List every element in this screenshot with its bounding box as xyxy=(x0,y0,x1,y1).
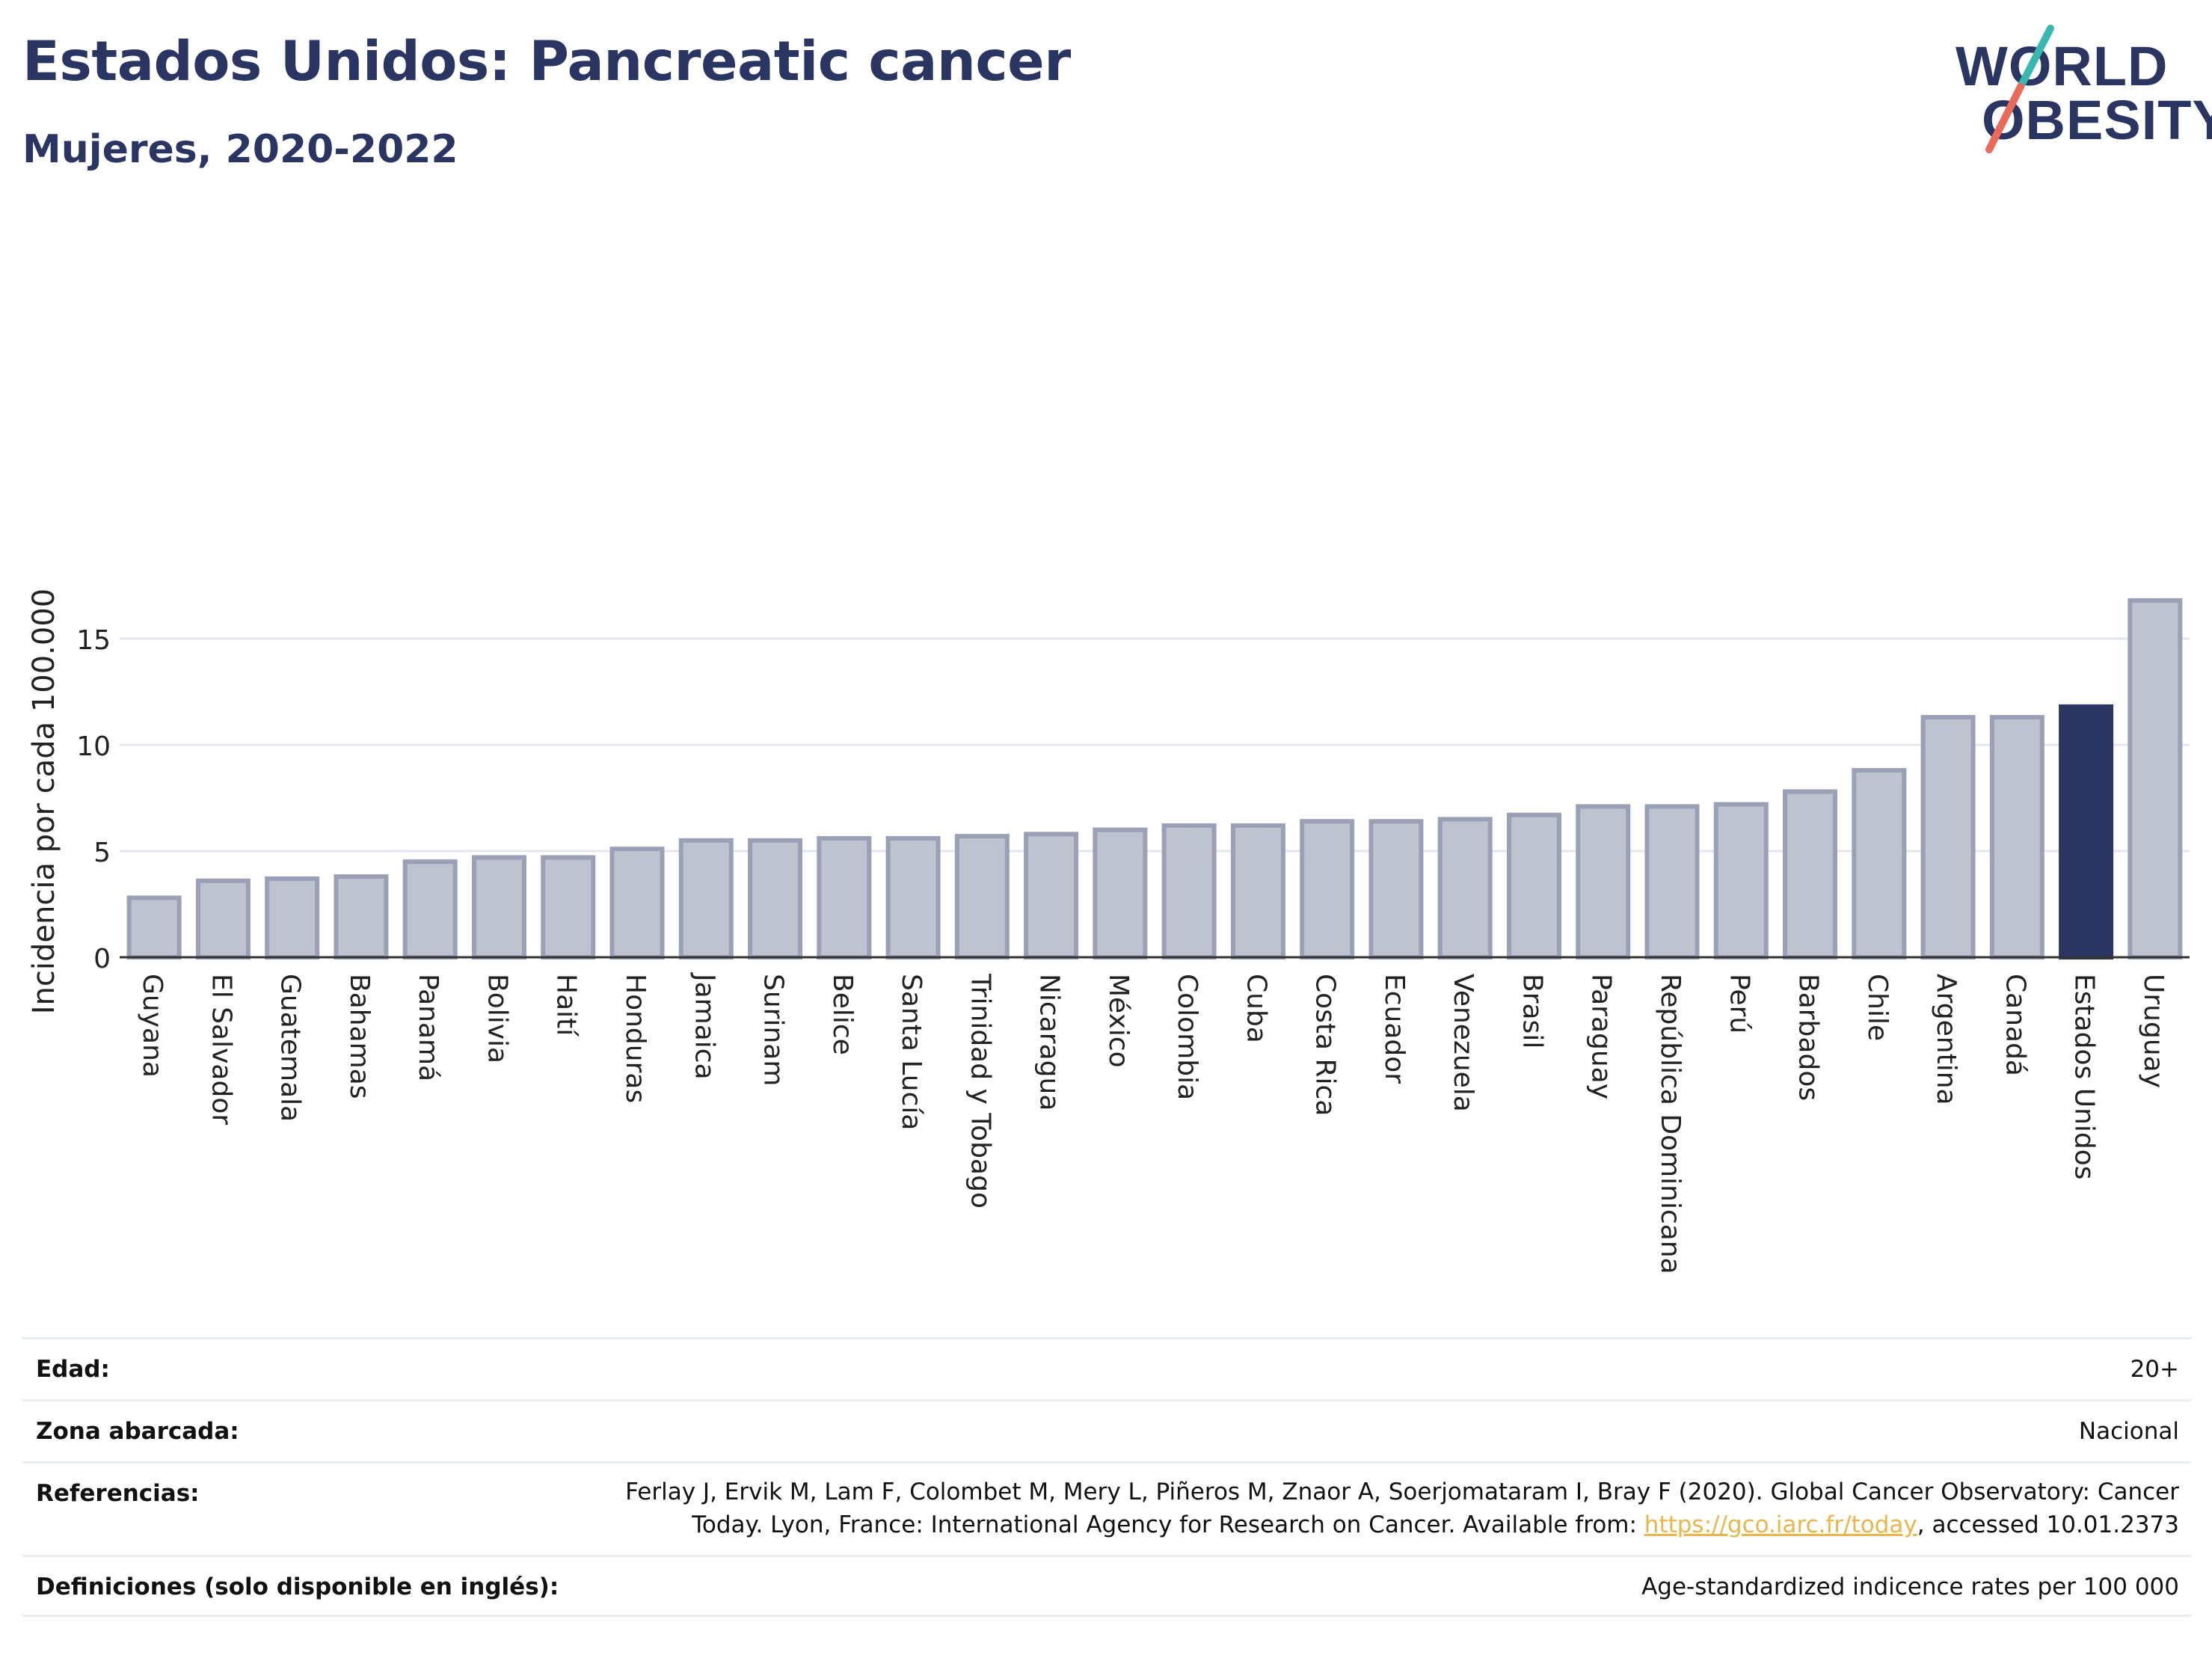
bar-el-salvador[interactable] xyxy=(195,878,251,960)
bar-brasil[interactable] xyxy=(1506,812,1561,959)
x-tick-label: Guyana xyxy=(137,974,168,1078)
bar-chile[interactable] xyxy=(1852,768,1907,960)
bar-chart: 0 5 10 15 Guyana El Salvador Guatemala Bahamas P… xyxy=(27,589,2190,1274)
page-title: Estados Unidos: Pancreatic cancer xyxy=(22,30,1071,93)
bar-panamá[interactable] xyxy=(402,859,458,960)
bar-guyana[interactable] xyxy=(126,895,182,959)
bar-perú[interactable] xyxy=(1713,802,1769,960)
axes: 0 5 10 15 Guyana El Salvador Guatemala Bahamas P… xyxy=(76,625,2190,1274)
meta-definitions-value: Age-standardized indicence rates per 100… xyxy=(1641,1573,2179,1600)
x-tick-label: Honduras xyxy=(620,974,651,1103)
bar-estados-unidos[interactable] xyxy=(2059,704,2114,959)
x-tick-label: El Salvador xyxy=(206,974,236,1125)
x-tick-label: México xyxy=(1103,974,1134,1068)
bar-surinam[interactable] xyxy=(748,838,803,959)
y-axis-title: Incidencia por cada 100.000 xyxy=(27,589,61,1015)
x-tick-label: Cuba xyxy=(1241,974,1271,1043)
world-obesity-logo: WORLD OBESITY xyxy=(1952,22,2212,157)
x-tick-label: Belice xyxy=(827,974,858,1055)
meta-zone-value: Nacional xyxy=(2078,1418,2179,1445)
bar-paraguay[interactable] xyxy=(1576,804,1631,959)
x-tick-label: Barbados xyxy=(1793,974,1824,1101)
bar-jamaica[interactable] xyxy=(678,838,734,959)
x-tick-label: Ecuador xyxy=(1379,974,1410,1084)
bar-argentina[interactable] xyxy=(1920,715,1976,960)
bar-república-dominicana[interactable] xyxy=(1644,804,1700,959)
meta-references-value: Ferlay J, Ervik M, Lam F, Colombet M, Me… xyxy=(625,1476,2179,1541)
grid-lines xyxy=(120,637,2190,853)
bar-honduras[interactable] xyxy=(609,847,665,959)
y-tick-label: 15 xyxy=(76,625,111,656)
bar-ecuador[interactable] xyxy=(1368,819,1424,959)
bar-canadá[interactable] xyxy=(1989,715,2044,960)
bar-guatemala[interactable] xyxy=(265,876,320,959)
logo-slash-icon xyxy=(1985,25,2054,153)
meta-references-label: Referencias: xyxy=(36,1480,200,1507)
bar-nicaragua[interactable] xyxy=(1024,832,1079,960)
bars xyxy=(126,598,2183,960)
bar-uruguay[interactable] xyxy=(2127,598,2183,959)
metadata-table: Edad: 20+ Zona abarcada: Nacional Refere… xyxy=(22,1337,2191,1617)
bar-venezuela[interactable] xyxy=(1437,817,1493,960)
bar-haití[interactable] xyxy=(541,855,596,960)
meta-row-definitions: Definiciones (solo disponible en inglés)… xyxy=(22,1555,2191,1617)
page-subtitle: Mujeres, 2020-2022 xyxy=(22,127,458,172)
x-tick-label: Perú xyxy=(1724,974,1754,1034)
x-tick-label: Haití xyxy=(551,974,582,1037)
x-tick-label: Bahamas xyxy=(344,974,375,1099)
bar-méxico[interactable] xyxy=(1093,827,1148,959)
x-tick-label: Trinidad y Tobago xyxy=(965,973,995,1209)
x-tick-label: Argentina xyxy=(1931,974,1961,1105)
x-tick-label: Jamaica xyxy=(689,972,719,1080)
x-tick-label: Paraguay xyxy=(1586,974,1617,1099)
bar-trinidad-y-tobago[interactable] xyxy=(954,834,1010,959)
meta-definitions-label: Definiciones (solo disponible en inglés)… xyxy=(36,1573,559,1600)
x-tick-label: Surinam xyxy=(758,974,789,1086)
bar-costa-rica[interactable] xyxy=(1300,819,1355,959)
x-tick-label: Venezuela xyxy=(1448,974,1478,1112)
x-tick-label: Costa Rica xyxy=(1310,974,1341,1116)
meta-row-age: Edad: 20+ xyxy=(22,1337,2191,1399)
bar-belice[interactable] xyxy=(817,835,872,960)
x-tick-label: Guatemala xyxy=(275,974,306,1122)
logo-text-obesity: OBESITY xyxy=(1982,89,2212,151)
y-tick-label: 0 xyxy=(93,944,111,974)
meta-row-zone: Zona abarcada: Nacional xyxy=(22,1399,2191,1461)
reference-text-line2: Today. Lyon, France: International Agenc… xyxy=(692,1511,1644,1538)
bar-cuba[interactable] xyxy=(1230,823,1285,959)
x-tick-label: Estados Unidos xyxy=(2069,974,2100,1180)
x-tick-label: Canadá xyxy=(2000,974,2030,1076)
x-tick-label: Brasil xyxy=(1517,974,1547,1048)
reference-text-accessed: , accessed 10.01.2373 xyxy=(1917,1511,2179,1538)
logo-text-world: WORLD xyxy=(1956,35,2169,97)
bar-bahamas[interactable] xyxy=(334,874,389,960)
reference-text-line1: Ferlay J, Ervik M, Lam F, Colombet M, Me… xyxy=(625,1479,2179,1505)
x-tick-label: Colombia xyxy=(1172,974,1202,1100)
x-tick-label: Panamá xyxy=(413,974,443,1081)
bar-bolivia[interactable] xyxy=(471,855,526,960)
x-tick-label: Santa Lucía xyxy=(896,974,927,1130)
bar-barbados[interactable] xyxy=(1783,789,1838,959)
bar-santa-lucía[interactable] xyxy=(885,835,941,960)
y-tick-label: 5 xyxy=(93,838,111,868)
meta-row-references: Referencias: Ferlay J, Ervik M, Lam F, C… xyxy=(22,1461,2191,1555)
x-tick-label: República Dominicana xyxy=(1655,974,1686,1274)
meta-age-label: Edad: xyxy=(36,1356,110,1383)
x-tick-label: Nicaragua xyxy=(1034,974,1065,1111)
reference-link[interactable]: https://gco.iarc.fr/today xyxy=(1644,1511,1917,1538)
x-tick-label: Chile xyxy=(1862,974,1893,1041)
meta-zone-label: Zona abarcada: xyxy=(36,1418,239,1445)
bar-colombia[interactable] xyxy=(1161,823,1217,959)
x-tick-label: Bolivia xyxy=(482,974,512,1063)
meta-age-value: 20+ xyxy=(2130,1356,2179,1383)
y-tick-label: 10 xyxy=(76,731,111,762)
x-tick-label: Uruguay xyxy=(2138,974,2169,1088)
